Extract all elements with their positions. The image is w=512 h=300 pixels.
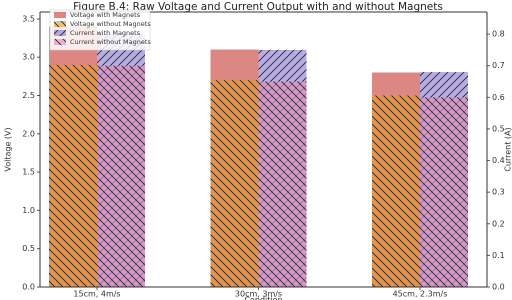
- y-tick-label: 3.0: [22, 53, 35, 62]
- y2-tick-label: 0.8: [492, 30, 505, 39]
- y-tick-label: 1.0: [22, 206, 35, 215]
- legend-swatch-hatch: [54, 30, 66, 36]
- y2-tick-label: 0.4: [492, 156, 505, 165]
- legend-swatch: [54, 12, 66, 18]
- bar-hatch: [210, 80, 259, 288]
- y2-tick-label: 0.6: [492, 93, 505, 102]
- y-tick-label: 0.0: [22, 283, 35, 292]
- y-axis-label: Voltage (V): [4, 127, 13, 171]
- legend-swatch-hatch: [54, 39, 66, 45]
- chart-title: Figure B.4: Raw Voltage and Current Outp…: [73, 1, 443, 13]
- y2-tick-label: 0.0: [492, 283, 505, 292]
- y-tick-label: 2.0: [22, 129, 35, 138]
- bar-hatch: [97, 65, 145, 288]
- y2-tick-label: 0.1: [492, 251, 505, 260]
- bar-hatch: [258, 81, 307, 288]
- y2-axis-label: Current (A): [504, 127, 512, 171]
- x-axis-label: Condition: [244, 296, 282, 300]
- legend-label: Current with Magnets: [70, 29, 141, 37]
- y2-tick-label: 0.7: [492, 61, 505, 70]
- legend-box: [49, 9, 151, 51]
- legend-label: Voltage without Magnets: [70, 20, 151, 28]
- x-tick-label: 30cm, 3m/s: [235, 290, 282, 299]
- y2-tick-label: 0.5: [492, 124, 505, 133]
- x-tick-label: 45cm, 2.3m/s: [393, 290, 448, 299]
- y-tick-label: 1.5: [22, 168, 35, 177]
- bar-hatch: [49, 64, 97, 287]
- bar-hatch: [372, 95, 420, 287]
- y-tick-label: 3.5: [22, 14, 35, 23]
- y2-tick-label: 0.2: [492, 219, 505, 228]
- legend-label: Current without Magnets: [70, 38, 151, 46]
- y-tick-label: 0.5: [22, 244, 35, 253]
- y-tick-label: 2.5: [22, 91, 35, 100]
- legend-swatch-hatch: [54, 21, 66, 27]
- legend-label: Voltage with Magnets: [70, 11, 141, 19]
- x-tick-label: 15cm, 4m/s: [73, 290, 120, 299]
- bar-hatch: [420, 97, 468, 288]
- y2-tick-label: 0.3: [492, 188, 505, 197]
